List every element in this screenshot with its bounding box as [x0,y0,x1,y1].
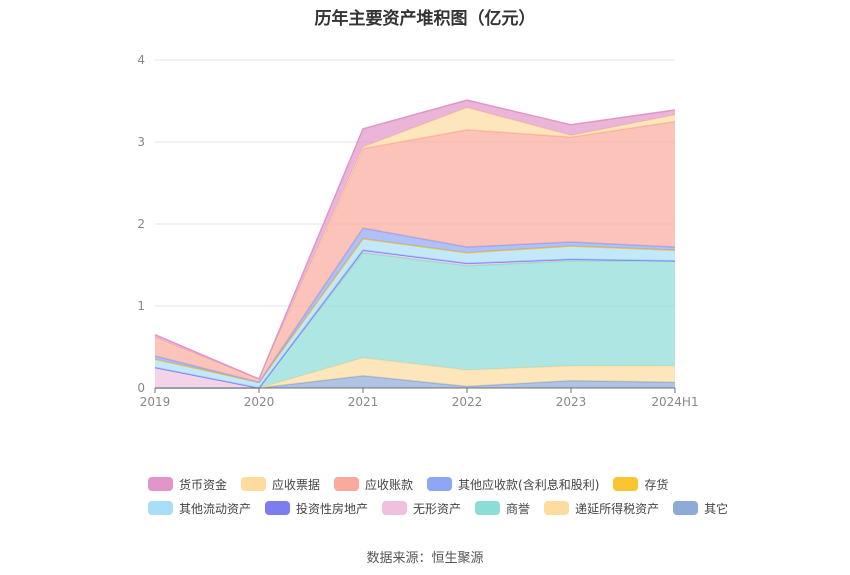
legend-swatch [148,477,173,491]
legend-label: 投资性房地产 [296,501,369,516]
legend-label: 货币资金 [179,477,228,492]
y-tick-label: 4 [137,53,145,67]
legend-item[interactable]: 其他应收款(含利息和股利) [427,476,599,493]
x-tick-label: 2023 [556,395,587,409]
legend-item[interactable]: 投资性房地产 [265,500,368,517]
y-tick-label: 3 [137,135,145,149]
legend-label: 应收账款 [365,477,414,492]
legend-label: 应收票据 [272,477,321,492]
legend-label: 其他流动资产 [179,501,252,516]
legend-swatch [673,501,699,515]
legend-item[interactable]: 其他流动资产 [148,500,251,517]
legend-item[interactable]: 递延所得税资产 [544,500,659,517]
y-tick-label: 1 [137,299,145,313]
area-series-1[interactable] [155,357,675,388]
legend-item[interactable]: 无形资产 [382,500,461,517]
stacked-area-chart: 0 1 2 3 4 2019 2020 2021 2022 2023 2024H1 [137,53,698,409]
legend-item[interactable]: 商誉 [475,500,530,517]
legend-label: 其他应收款(含利息和股利) [458,477,600,492]
legend-swatch [382,501,408,515]
legend-item[interactable]: 应收账款 [334,476,413,493]
x-tick-label: 2020 [244,395,275,409]
legend-swatch [544,501,570,515]
legend-swatch [148,501,173,515]
legend-label: 无形资产 [413,501,462,516]
area-series [154,99,676,389]
legend-item[interactable]: 其它 [673,500,728,517]
legend: 货币资金 应收票据 应收账款 其他应收款(含利息和股利) 存货其他流动资产 投资性房地产 无… [148,472,748,520]
area-series-line-10 [154,99,676,380]
legend-label: 存货 [644,477,669,492]
x-tick-label: 2022 [452,395,483,409]
legend-row: 其他流动资产 投资性房地产 无形资产 商誉 递延所得税资产 其它 [148,496,748,520]
legend-swatch [265,501,291,515]
chart-title: 历年主要资产堆积图（亿元） [314,9,536,29]
legend-swatch [241,477,267,491]
area-series-2[interactable] [155,252,675,388]
y-tick-label: 2 [137,217,145,231]
area-series-line-9 [154,106,676,381]
legend-label: 递延所得税资产 [575,501,660,516]
area-series-8[interactable] [155,121,675,383]
area-series-0[interactable] [155,375,675,388]
legend-swatch [427,477,453,491]
axes: 0 1 2 3 4 2019 2020 2021 2022 2023 2024H1 [137,53,698,409]
legend-row: 货币资金 应收票据 应收账款 其他应收款(含利息和股利) 存货 [148,472,748,496]
legend-item[interactable]: 存货 [613,476,668,493]
x-tick-label: 2019 [140,395,171,409]
x-tick-label: 2021 [348,395,379,409]
legend-label: 其它 [704,501,729,516]
legend-swatch [334,477,360,491]
legend-item[interactable]: 货币资金 [148,476,227,493]
area-series-5[interactable] [155,238,675,388]
legend-swatch [613,477,639,491]
legend-item[interactable]: 应收票据 [241,476,320,493]
data-source: 数据来源：恒生聚源 [366,551,484,566]
y-tick-label: 0 [137,381,145,395]
x-tick-label: 2024H1 [651,395,698,409]
legend-label: 商誉 [506,501,531,516]
legend-swatch [475,501,501,515]
